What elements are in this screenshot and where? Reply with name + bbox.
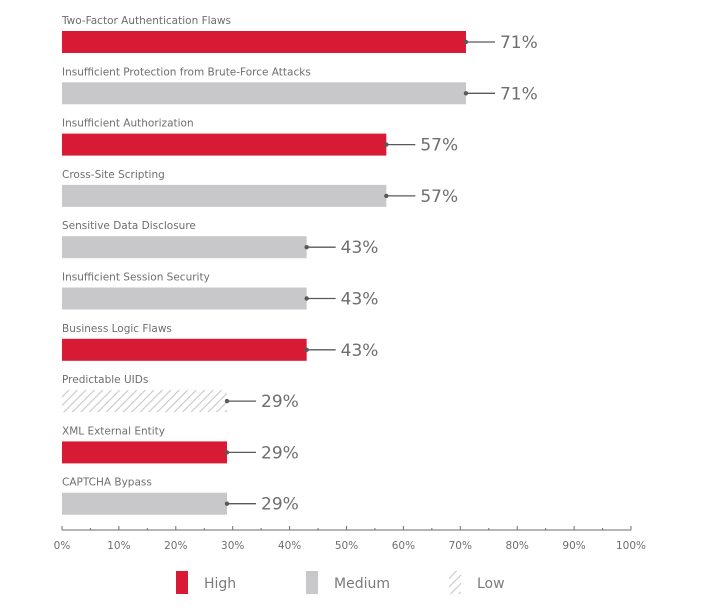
- x-tick-label: 10%: [107, 540, 130, 552]
- leader-dot: [463, 91, 469, 96]
- value-label: 29%: [261, 443, 299, 463]
- value-label: 57%: [420, 187, 458, 207]
- legend-item-high: High: [176, 571, 236, 594]
- x-axis: 0% 10% 20% 30% 40% 50% 60% 70% 80% 90% 100%: [54, 526, 646, 552]
- value-label: 43%: [341, 290, 379, 310]
- category-label: Cross-Site Scripting: [62, 169, 165, 181]
- legend-label: High: [204, 576, 236, 592]
- bar-row: CAPTCHA Bypass 29%: [62, 477, 299, 515]
- x-tick-label: 20%: [164, 540, 187, 552]
- leader-dot: [304, 347, 309, 352]
- leader-dot: [224, 501, 230, 506]
- bar-medium: [62, 236, 307, 259]
- leader-dot: [384, 142, 389, 147]
- x-tick-label: 60%: [392, 540, 415, 552]
- bar-medium: [62, 492, 228, 515]
- x-tick-label: 70%: [449, 540, 472, 552]
- bar-row: Predictable UIDs 29%: [62, 374, 299, 413]
- x-tick-label: 50%: [335, 540, 358, 552]
- leader-dot: [463, 39, 469, 45]
- leader-dot: [224, 398, 230, 404]
- x-tick-label: 30%: [221, 540, 244, 552]
- leader-dot: [224, 450, 230, 455]
- value-label: 29%: [261, 392, 299, 412]
- x-tick-label: 100%: [616, 540, 646, 552]
- bar-row: XML External Entity 29%: [62, 425, 299, 464]
- bar-medium: [62, 184, 387, 207]
- category-label: Insufficient Authorization: [62, 118, 194, 130]
- bars-layer: Two-Factor Authentication Flaws 71% Insuff…: [61, 15, 538, 515]
- x-tick-label: 90%: [562, 540, 585, 552]
- value-label: 71%: [500, 33, 538, 53]
- legend-label: Low: [477, 576, 505, 592]
- bar-row: Business Logic Flaws 43%: [62, 323, 378, 361]
- category-label: Insufficient Session Security: [62, 272, 210, 284]
- legend-swatch: [176, 571, 188, 594]
- x-tick-label: 40%: [278, 540, 301, 552]
- bar-row: Insufficient Authorization 57%: [62, 118, 458, 156]
- leader-dot: [384, 193, 389, 199]
- value-label: 29%: [261, 495, 299, 515]
- bar-high: [62, 338, 307, 361]
- x-tick-label: 0%: [54, 540, 71, 552]
- value-label: 43%: [341, 341, 379, 361]
- category-label: Insufficient Protection from Brute-Force…: [62, 66, 311, 78]
- legend-swatch: [306, 571, 318, 594]
- category-label: Business Logic Flaws: [62, 323, 172, 335]
- bar-row: Insufficient Session Security 43%: [62, 272, 378, 310]
- legend: High Medium Low: [176, 571, 505, 594]
- value-label: 71%: [500, 84, 538, 104]
- category-label: Sensitive Data Disclosure: [62, 220, 196, 232]
- bar-medium: [62, 287, 307, 310]
- leader-dot: [304, 296, 309, 301]
- bar-row: Sensitive Data Disclosure 43%: [62, 220, 379, 259]
- category-label: CAPTCHA Bypass: [62, 477, 152, 489]
- bar-row: Two-Factor Authentication Flaws 71%: [61, 15, 538, 53]
- x-tick-label: 80%: [506, 540, 529, 552]
- bar-high: [62, 31, 466, 53]
- bar-row: Insufficient Protection from Brute-Force…: [62, 66, 538, 105]
- legend-item-medium: Medium: [306, 571, 390, 594]
- bar-medium: [62, 82, 466, 105]
- legend-swatch: [449, 571, 461, 594]
- value-label: 57%: [420, 136, 458, 156]
- leader-dot: [304, 245, 309, 250]
- category-label: Two-Factor Authentication Flaws: [61, 15, 231, 27]
- legend-label: Medium: [334, 576, 390, 592]
- value-label: 43%: [341, 238, 379, 258]
- bar-row: Cross-Site Scripting 57%: [62, 169, 458, 207]
- bar-high: [62, 441, 228, 464]
- category-label: XML External Entity: [62, 425, 165, 437]
- legend-item-low: Low: [449, 571, 505, 594]
- bar-low: [62, 390, 228, 413]
- category-label: Predictable UIDs: [62, 374, 148, 386]
- bar-high: [62, 133, 387, 156]
